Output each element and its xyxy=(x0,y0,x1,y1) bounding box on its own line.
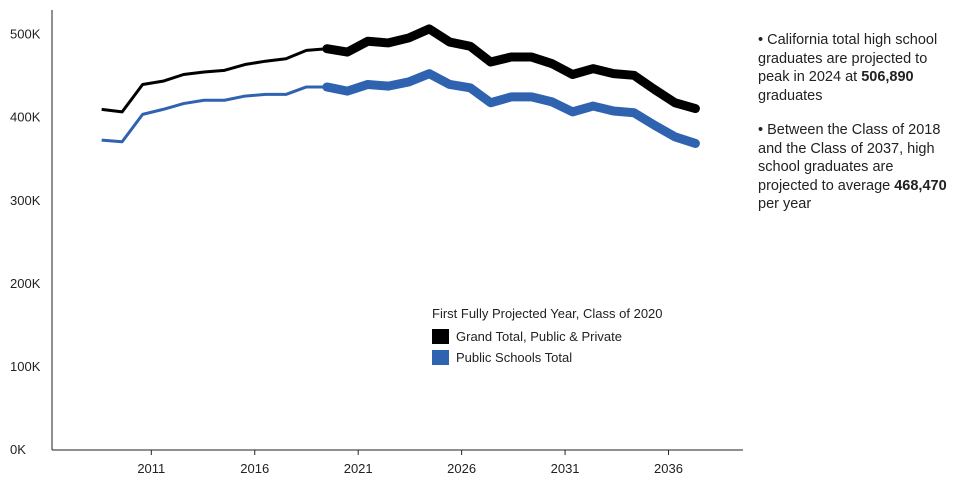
y-tick-label: 200K xyxy=(10,276,41,291)
series-line-grand-total-historical xyxy=(101,47,327,114)
x-tick-label: 2026 xyxy=(447,461,476,476)
y-tick-label: 400K xyxy=(10,110,41,125)
legend-label-public-schools: Public Schools Total xyxy=(456,350,573,365)
y-tick-label: 300K xyxy=(10,193,41,208)
y-tick-label: 500K xyxy=(10,27,41,42)
note-peak: • California total high school graduates… xyxy=(758,32,938,104)
x-tick-label: 2036 xyxy=(654,461,683,476)
legend-title: First Fully Projected Year, Class of 202… xyxy=(432,306,663,321)
note-average: • Between the Class of 2018 and the Clas… xyxy=(758,122,947,212)
y-tick-label: 0K xyxy=(10,442,26,457)
legend-item-public-schools: Public Schools Total xyxy=(432,347,663,368)
legend-label-grand-total: Grand Total, Public & Private xyxy=(456,329,622,344)
legend-swatch-public-schools xyxy=(432,350,449,365)
x-tick-label: 2021 xyxy=(344,461,373,476)
x-tick-label: 2031 xyxy=(551,461,580,476)
y-tick-label: 100K xyxy=(10,359,41,374)
x-tick-label: 2011 xyxy=(137,461,165,476)
legend-swatch-grand-total xyxy=(432,329,449,344)
series-line-grand-total-projected xyxy=(322,24,700,114)
series-line-public-schools-historical xyxy=(101,85,327,144)
series-line-public-schools-projected xyxy=(322,69,700,148)
legend-item-grand-total: Grand Total, Public & Private xyxy=(432,326,663,347)
annotation-notes: • California total high school graduates… xyxy=(758,31,954,230)
x-tick-label: 2016 xyxy=(240,461,269,476)
legend: First Fully Projected Year, Class of 202… xyxy=(432,306,663,368)
